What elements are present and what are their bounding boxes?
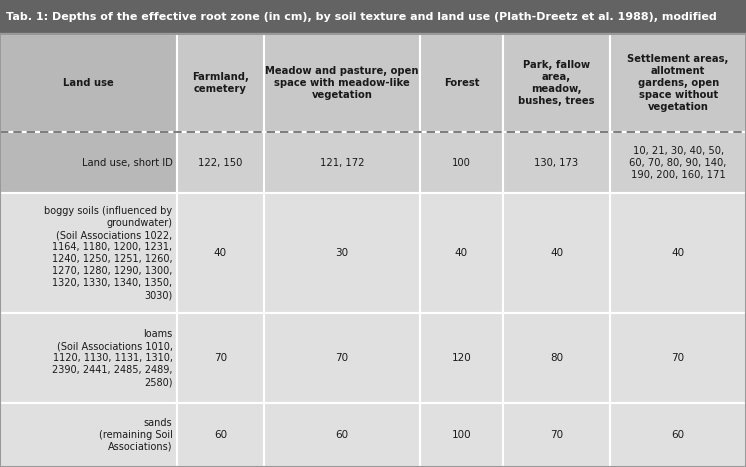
Text: Tab. 1: Depths of the effective root zone (in cm), by soil texture and land use : Tab. 1: Depths of the effective root zon… <box>6 12 717 22</box>
Bar <box>0 34 177 132</box>
Bar <box>610 313 746 403</box>
Text: Forest: Forest <box>444 78 479 88</box>
Bar <box>177 403 264 467</box>
Bar <box>0 403 177 467</box>
Bar <box>503 403 610 467</box>
Bar <box>264 193 420 313</box>
Bar <box>0 193 177 313</box>
Bar <box>420 313 503 403</box>
Text: 80: 80 <box>550 353 563 363</box>
Text: 122, 150: 122, 150 <box>198 157 242 168</box>
Text: 130, 173: 130, 173 <box>534 157 579 168</box>
Text: 60: 60 <box>336 430 348 440</box>
Text: 60: 60 <box>214 430 227 440</box>
Bar <box>503 34 610 132</box>
Bar <box>503 193 610 313</box>
Bar <box>420 193 503 313</box>
Bar <box>177 193 264 313</box>
Bar <box>0 313 177 403</box>
Bar <box>264 34 420 132</box>
Text: 70: 70 <box>671 353 685 363</box>
Text: 100: 100 <box>451 430 471 440</box>
Bar <box>0 132 177 193</box>
Bar <box>503 313 610 403</box>
Bar <box>177 34 264 132</box>
Bar <box>610 193 746 313</box>
Text: 120: 120 <box>451 353 471 363</box>
Text: Meadow and pasture, open
space with meadow-like
vegetation: Meadow and pasture, open space with mead… <box>266 66 419 100</box>
Text: 30: 30 <box>336 248 348 258</box>
Text: Settlement areas,
allotment
gardens, open
space without
vegetation: Settlement areas, allotment gardens, ope… <box>627 54 729 112</box>
Bar <box>0 0 746 34</box>
Text: Land use: Land use <box>63 78 114 88</box>
Text: 70: 70 <box>214 353 227 363</box>
Bar <box>177 313 264 403</box>
Text: 70: 70 <box>550 430 563 440</box>
Bar <box>177 132 264 193</box>
Text: 40: 40 <box>455 248 468 258</box>
Text: 40: 40 <box>671 248 685 258</box>
Text: Farmland,
cemetery: Farmland, cemetery <box>192 72 249 94</box>
Text: 70: 70 <box>336 353 348 363</box>
Bar <box>420 34 503 132</box>
Bar <box>610 132 746 193</box>
Bar <box>610 403 746 467</box>
Bar <box>503 132 610 193</box>
Bar <box>610 34 746 132</box>
Text: sands
(remaining Soil
Associations): sands (remaining Soil Associations) <box>98 418 172 452</box>
Bar <box>420 403 503 467</box>
Bar <box>264 313 420 403</box>
Text: Park, fallow
area,
meadow,
bushes, trees: Park, fallow area, meadow, bushes, trees <box>518 60 595 106</box>
Text: 40: 40 <box>214 248 227 258</box>
Text: 60: 60 <box>671 430 685 440</box>
Bar <box>264 403 420 467</box>
Text: Land use, short ID: Land use, short ID <box>81 157 172 168</box>
Text: loams
(Soil Associations 1010,
1120, 1130, 1131, 1310,
2390, 2441, 2485, 2489,
2: loams (Soil Associations 1010, 1120, 113… <box>52 329 172 387</box>
Text: 121, 172: 121, 172 <box>320 157 364 168</box>
Text: boggy soils (influenced by
groundwater)
(Soil Associations 1022,
1164, 1180, 120: boggy soils (influenced by groundwater) … <box>45 206 172 300</box>
Bar <box>420 132 503 193</box>
Text: 40: 40 <box>550 248 563 258</box>
Text: 10, 21, 30, 40, 50,
60, 70, 80, 90, 140,
190, 200, 160, 171: 10, 21, 30, 40, 50, 60, 70, 80, 90, 140,… <box>630 146 727 179</box>
Bar <box>264 132 420 193</box>
Text: 100: 100 <box>452 157 471 168</box>
